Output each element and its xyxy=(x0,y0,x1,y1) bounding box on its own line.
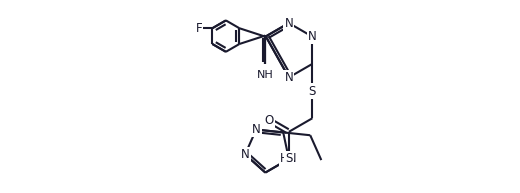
Text: N: N xyxy=(241,148,250,161)
Text: N: N xyxy=(284,71,293,84)
Text: S: S xyxy=(309,85,316,97)
Text: O: O xyxy=(264,114,274,127)
Text: S: S xyxy=(285,152,293,165)
Text: N: N xyxy=(284,17,293,30)
Text: HN: HN xyxy=(280,152,297,165)
Text: N: N xyxy=(252,123,261,136)
Text: N: N xyxy=(308,30,317,43)
Text: F: F xyxy=(196,22,202,35)
Text: NH: NH xyxy=(257,70,274,80)
